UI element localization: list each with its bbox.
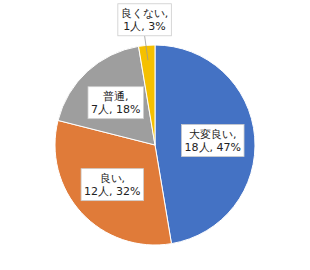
pie-slice — [155, 45, 255, 244]
label-box — [81, 169, 143, 201]
data-label: 良くない,1人, 3% — [121, 7, 169, 33]
data-label-group: 良くない,1人, 3% — [118, 4, 172, 61]
chart-container: 大変良い,18人, 47% 良い,12人, 32% 普通,7人, 18% 良くない,1… — [0, 0, 310, 270]
label-box — [118, 4, 172, 36]
chart-svg: 大変良い,18人, 47% 良い,12人, 32% 普通,7人, 18% 良くない,1… — [0, 0, 310, 270]
data-label-group: 大変良い,18人, 47% — [182, 125, 244, 157]
slices — [55, 45, 255, 245]
data-label-group: 普通,7人, 18% — [88, 87, 143, 119]
data-label-group: 良い,12人, 32% — [81, 169, 143, 201]
leader-line — [145, 36, 148, 61]
pie-slice — [58, 46, 155, 145]
data-labels: 大変良い,18人, 47% 良い,12人, 32% 普通,7人, 18% 良くない,1… — [81, 4, 244, 201]
data-label: 大変良い,18人, 47% — [185, 128, 241, 154]
label-box — [88, 87, 143, 119]
data-label: 良い,12人, 32% — [84, 172, 140, 198]
data-label: 普通,7人, 18% — [91, 90, 140, 116]
label-box — [182, 125, 244, 157]
